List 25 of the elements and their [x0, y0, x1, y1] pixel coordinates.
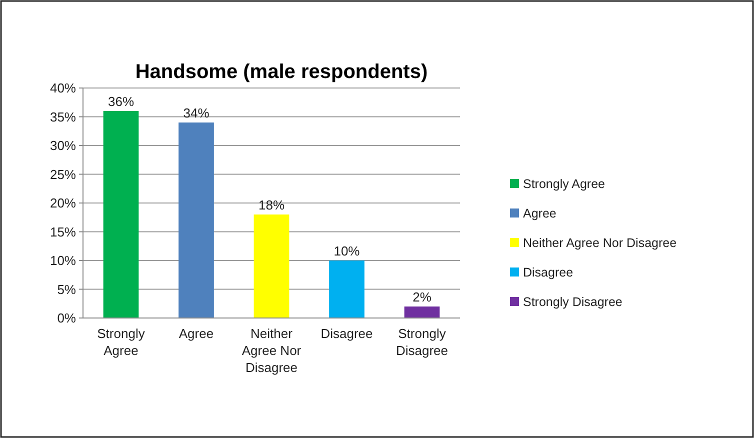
x-tick-label: Strongly Disagree	[396, 326, 448, 358]
data-label: 36%	[108, 94, 134, 109]
y-tick-label: 35%	[50, 109, 76, 124]
y-tick-label: 25%	[50, 166, 76, 182]
data-label: 18%	[258, 198, 285, 212]
y-tick-label: 20%	[50, 196, 76, 210]
y-tick-label: 10%	[50, 253, 76, 268]
y-tick-label: 15%	[50, 224, 76, 240]
x-tick-label: Disagree	[320, 326, 373, 341]
y-tick-label: 5%	[57, 282, 76, 297]
x-tick-label: Strongly Agree	[97, 326, 146, 358]
legend-label: Disagree	[523, 266, 574, 280]
legend-label: Neither Agree Nor Disagree	[523, 236, 677, 250]
data-label: 2%	[412, 290, 432, 304]
legend-label: Strongly Agree	[523, 177, 606, 191]
data-label: 34%	[183, 106, 210, 120]
y-tick-label: 0%	[57, 310, 76, 326]
y-tick-label: 30%	[50, 138, 76, 153]
x-tick-label: Agree	[178, 326, 214, 341]
legend-label: Agree	[523, 206, 556, 220]
x-tick-label: Neither Agree Nor Disagree	[242, 326, 302, 375]
data-label: 10%	[334, 244, 360, 258]
y-tick-label: 40%	[50, 80, 76, 96]
legend-label: Strongly Disagree	[523, 295, 622, 309]
chart-title: Handsome (male respondents)	[135, 61, 428, 83]
